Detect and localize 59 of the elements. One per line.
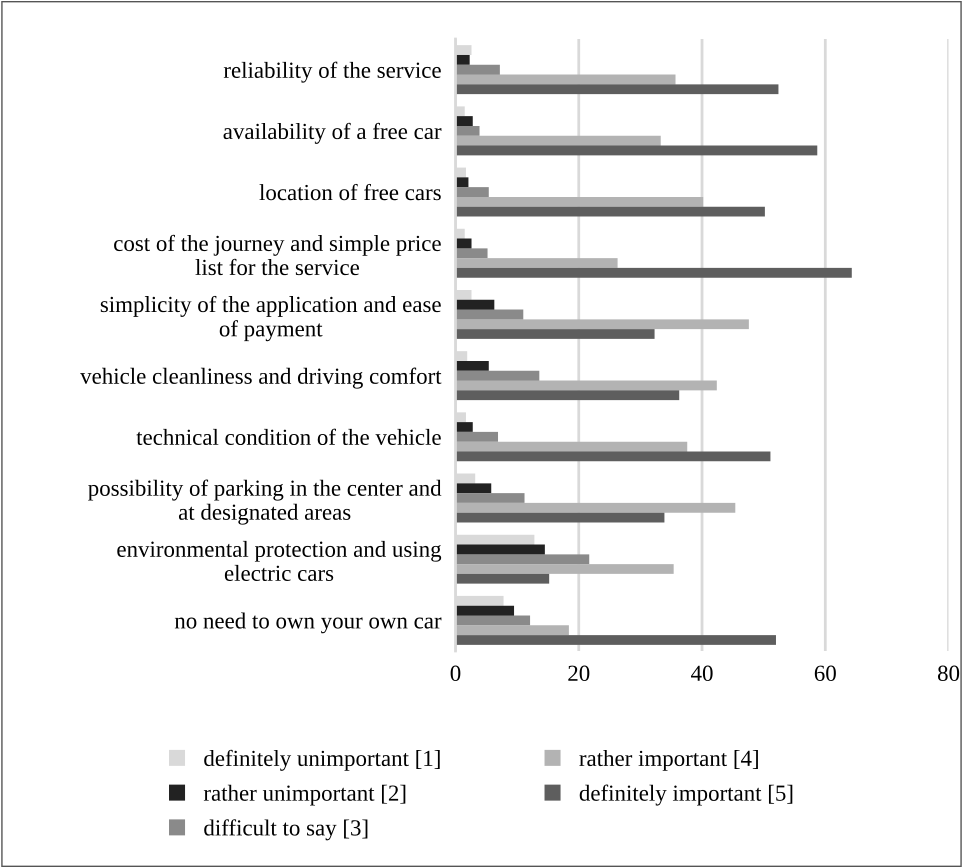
x-tick-label: 20	[568, 666, 590, 682]
bar	[456, 248, 488, 258]
bar	[456, 422, 473, 432]
bar	[456, 136, 661, 146]
bar	[456, 196, 704, 207]
bar	[456, 300, 494, 310]
bar	[456, 319, 749, 330]
bar	[456, 146, 818, 156]
legend-label: rather important [4]	[579, 750, 758, 771]
bar	[456, 74, 676, 84]
bar	[456, 616, 530, 626]
bar	[456, 187, 489, 197]
legend-label: rather unimportant [2]	[204, 784, 406, 806]
x-tick-label: 40	[691, 666, 713, 682]
bar	[456, 452, 770, 462]
bar	[456, 512, 664, 522]
bar	[456, 258, 618, 268]
bar	[456, 442, 688, 452]
bar	[456, 432, 498, 442]
bar	[456, 370, 540, 381]
y-tick-label: environmental protection and using electric cars	[117, 540, 442, 581]
y-tick-label: vehicle cleanliness and driving comfort	[80, 368, 442, 389]
bar	[456, 126, 480, 136]
bar	[456, 502, 736, 513]
y-tick-label: technical condition of the vehicle	[136, 428, 441, 445]
x-tick-label: 60	[814, 666, 836, 682]
bar	[456, 268, 852, 278]
y-tick-label: possibility of parking in the center and at designated areas	[88, 480, 442, 525]
bar	[456, 360, 489, 371]
y-tick-label: cost of the journey and simple price list for the service	[114, 234, 441, 276]
bar	[456, 554, 590, 564]
y-tick-label: no need to own your own car	[174, 612, 442, 634]
y-tick-label: availability of a free car	[224, 122, 442, 144]
x-tick-label: 80	[938, 666, 960, 682]
bar	[456, 238, 472, 248]
y-tick-label: reliability of the service	[224, 62, 441, 83]
bar	[456, 564, 674, 574]
y-tick-label: location of free cars	[259, 184, 441, 200]
bar	[456, 84, 778, 94]
bar	[456, 116, 473, 126]
bar	[456, 493, 525, 503]
bar	[456, 635, 776, 645]
bar	[456, 390, 680, 400]
bar	[456, 544, 545, 554]
bar	[456, 625, 569, 636]
bar	[456, 606, 514, 616]
bar	[456, 64, 500, 75]
bar	[456, 54, 470, 65]
x-tick-label: 0	[450, 666, 460, 682]
legend-label: definitely important [5]	[580, 784, 792, 806]
bar	[456, 483, 492, 494]
bar	[456, 329, 655, 339]
legend-label: difficult to say [3]	[204, 819, 368, 840]
y-tick-label: simplicity of the application and ease of payment	[100, 296, 441, 342]
bar	[456, 574, 550, 584]
legend-label: definitely unimportant [1]	[204, 750, 440, 771]
bar	[456, 206, 765, 217]
bar	[456, 310, 524, 320]
bar	[456, 380, 717, 390]
